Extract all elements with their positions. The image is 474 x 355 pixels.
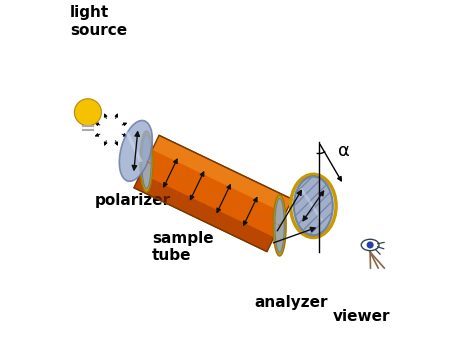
Text: α: α	[338, 142, 350, 160]
Text: viewer: viewer	[333, 309, 391, 324]
Polygon shape	[134, 135, 292, 252]
Text: polarizer: polarizer	[95, 193, 171, 208]
Circle shape	[74, 99, 101, 126]
Ellipse shape	[361, 239, 379, 251]
Ellipse shape	[273, 195, 286, 256]
Ellipse shape	[275, 198, 284, 252]
Text: sample
tube: sample tube	[152, 231, 213, 263]
Text: light
source: light source	[70, 5, 128, 38]
Ellipse shape	[140, 131, 153, 192]
Polygon shape	[134, 173, 274, 252]
Polygon shape	[152, 135, 292, 214]
Text: analyzer: analyzer	[255, 295, 328, 310]
Ellipse shape	[119, 120, 152, 181]
Ellipse shape	[142, 135, 151, 189]
Ellipse shape	[294, 176, 333, 235]
Circle shape	[366, 241, 374, 248]
